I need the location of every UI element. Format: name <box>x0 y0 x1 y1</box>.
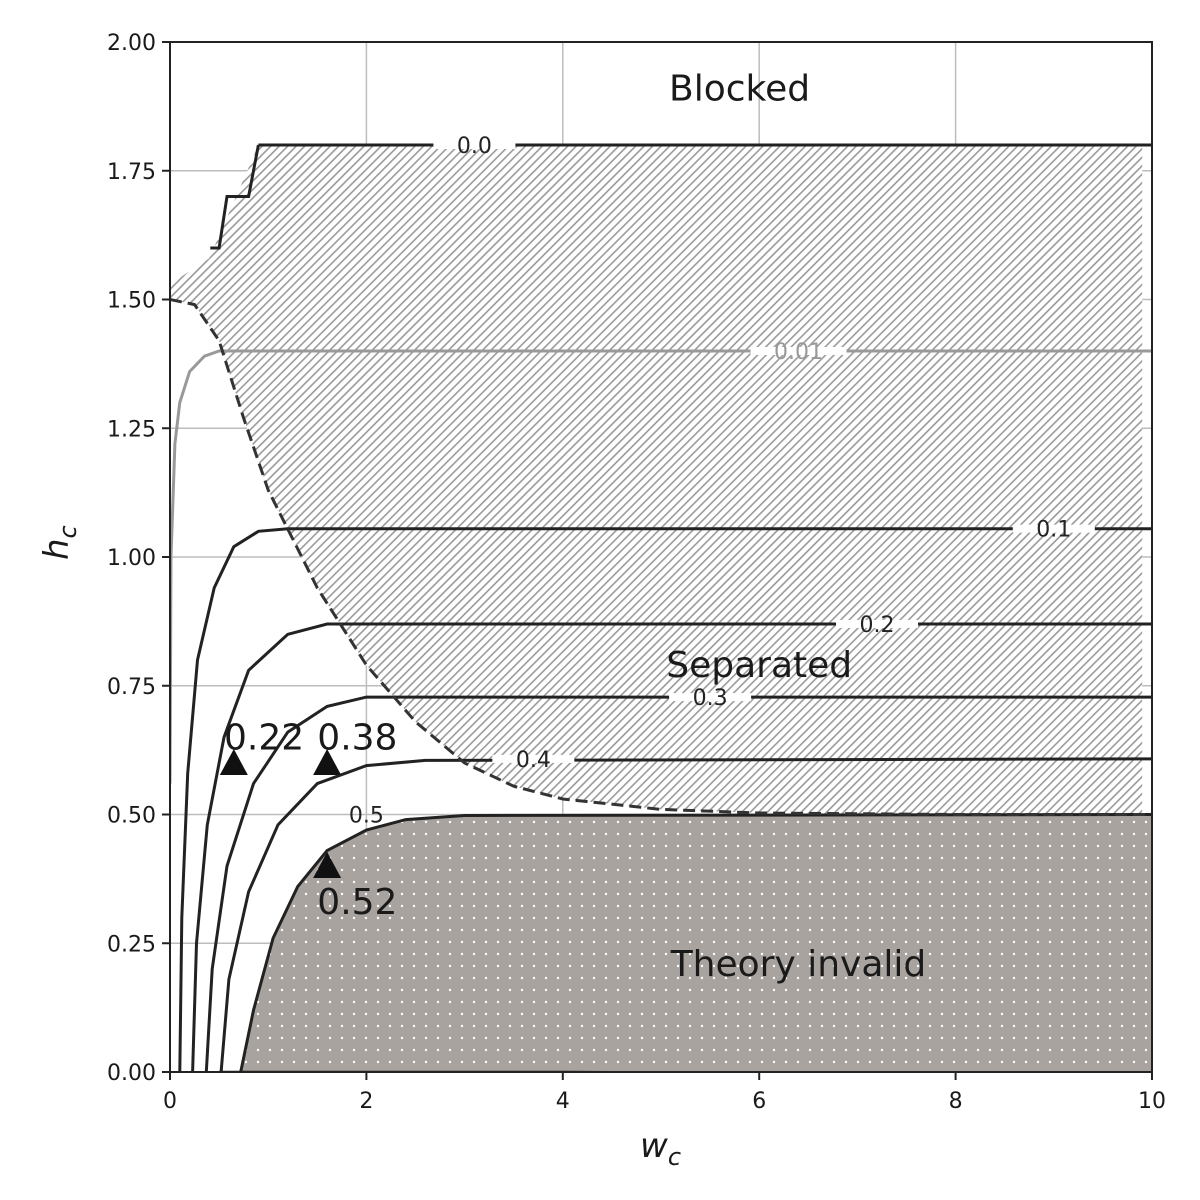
contour-label-gap <box>669 693 752 702</box>
x-tick-label: 6 <box>752 1089 766 1114</box>
contour-label-4: 0.3 <box>693 686 728 711</box>
contour-label-0: 0.0 <box>457 134 492 159</box>
blocked-step-line <box>210 144 260 250</box>
y-tick-label: 0.00 <box>107 1061 156 1086</box>
marker-triangle-1 <box>313 749 342 775</box>
contour-line-3 <box>191 622 1152 1072</box>
contour-label-gap <box>433 141 516 149</box>
contour-line-6 <box>239 813 1152 1072</box>
marker-label-0: 0.22 <box>224 717 304 758</box>
separated-boundary-dashed <box>170 298 1152 816</box>
y-tick-label: 0.25 <box>107 932 156 957</box>
y-axis: 0.00 0.25 0.50 0.75 1.00 1.25 1.50 1.75 2.00 <box>107 31 170 1086</box>
y-tick-label: 0.75 <box>107 675 156 700</box>
region-label-1: Separated <box>666 645 852 686</box>
contour-label-gap <box>1012 524 1095 533</box>
marker-label-1: 0.38 <box>317 717 397 758</box>
x-axis-label: wc <box>640 1126 681 1171</box>
marker-triangle-2 <box>313 852 342 878</box>
x-tick-label: 2 <box>359 1089 373 1114</box>
contour-label-gap <box>492 754 575 763</box>
contour-lines <box>170 143 1152 1072</box>
x-tick-label: 8 <box>949 1089 963 1114</box>
region-label-0: Blocked <box>669 68 810 109</box>
theory-invalid-region <box>240 814 1152 1072</box>
x-tick-label: 4 <box>556 1089 570 1114</box>
region-label-2: Theory invalid <box>670 944 927 985</box>
contour-label-3: 0.2 <box>860 613 895 638</box>
y-tick-label: 1.75 <box>107 160 156 185</box>
contour-labels: 0.0 0.01 0.1 0.2 0.3 0.4 0.5 <box>349 134 1095 829</box>
contour-line-2 <box>178 527 1152 1072</box>
contour-label-gap <box>836 619 919 628</box>
contour-line-5 <box>219 757 1152 1072</box>
contour-label-5: 0.4 <box>516 748 551 773</box>
y-axis-label: hc <box>37 525 82 560</box>
markers: 0.22 0.38 0.52 <box>219 717 397 923</box>
contour-line-4 <box>204 695 1152 1072</box>
x-axis: 0 2 4 6 8 10 <box>163 1072 1166 1114</box>
y-tick-label: 1.50 <box>107 289 156 314</box>
contour-label-gap <box>750 347 847 355</box>
y-tick-label: 0.50 <box>107 804 156 829</box>
region-labels: Blocked Separated Theory invalid <box>666 68 927 985</box>
y-tick-label: 1.00 <box>107 546 156 571</box>
contour-line-1 <box>170 349 1152 784</box>
contour-label-6: 0.5 <box>349 804 384 829</box>
x-tick-label: 10 <box>1138 1089 1166 1114</box>
x-tick-label: 0 <box>163 1089 177 1114</box>
y-tick-label: 1.25 <box>107 417 156 442</box>
marker-triangle-0 <box>219 749 248 775</box>
contour-label-2: 0.1 <box>1036 518 1071 543</box>
marker-label-2: 0.52 <box>317 882 397 923</box>
separated-region <box>170 145 1152 815</box>
contour-label-1: 0.01 <box>774 340 823 365</box>
y-tick-label: 2.00 <box>107 31 156 56</box>
